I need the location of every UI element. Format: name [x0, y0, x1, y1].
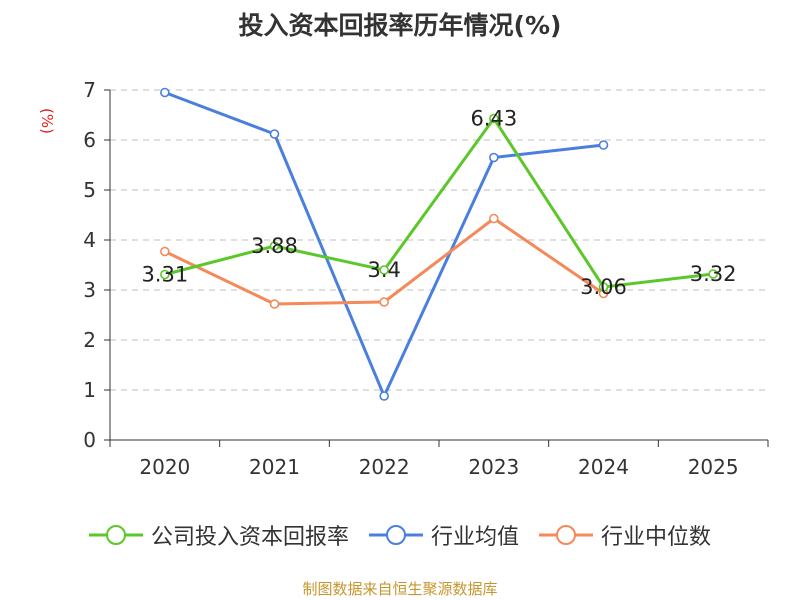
data-point	[269, 299, 280, 309]
source-note: 制图数据来自恒生聚源数据库	[302, 580, 498, 598]
data-point	[379, 265, 389, 275]
legend-item[interactable]: 行业均值	[368, 519, 519, 551]
data-point	[269, 241, 280, 251]
data-label: 3.4	[367, 258, 400, 282]
data-label: 3.31	[141, 263, 188, 287]
y-tick-label: 2	[83, 328, 96, 352]
data-label: 6.43	[470, 107, 517, 131]
x-tick-label: 2023	[468, 455, 519, 479]
chart-title: 投入资本回报率历年情况(%)	[238, 11, 562, 40]
legend-label: 行业均值	[430, 525, 519, 550]
data-point	[708, 269, 718, 279]
y-tick-label: 6	[83, 128, 96, 152]
x-tick-label: 2022	[359, 455, 410, 479]
y-tick-label: 7	[83, 78, 96, 102]
y-tick-label: 1	[83, 378, 96, 402]
data-label: 3.06	[580, 275, 627, 299]
data-point	[379, 297, 389, 307]
data-point	[489, 152, 499, 163]
y-tick-label: 0	[83, 428, 96, 452]
legend-item[interactable]: 公司投入资本回报率	[88, 519, 349, 551]
data-point	[379, 391, 389, 401]
series-line	[164, 117, 714, 289]
legend: 公司投入资本回报率 行业均值 行业中位数	[0, 519, 800, 551]
data-point	[160, 269, 170, 280]
legend-item[interactable]: 行业中位数	[539, 519, 711, 551]
x-tick-label: 2024	[578, 455, 629, 479]
y-tick-label: 5	[83, 178, 96, 202]
legend-swatch-icon	[368, 525, 423, 545]
legend-swatch-icon	[539, 525, 593, 545]
x-tick-label: 2020	[139, 455, 190, 479]
data-point	[598, 140, 609, 150]
y-tick-label: 3	[83, 278, 96, 302]
legend-label: 公司投入资本回报率	[150, 525, 349, 550]
data-label: 3.88	[251, 234, 298, 258]
legend-swatch-icon	[88, 525, 143, 545]
x-tick-label: 2025	[688, 455, 739, 479]
data-point	[160, 87, 170, 98]
x-tick-label: 2021	[249, 455, 300, 479]
data-point	[598, 282, 609, 292]
data-point	[160, 246, 170, 257]
data-point	[489, 213, 499, 224]
y-tick-label: 4	[83, 228, 96, 252]
legend-label: 行业中位数	[601, 525, 712, 550]
data-point	[269, 129, 280, 139]
data-point	[489, 113, 499, 124]
data-label: 3.32	[690, 262, 737, 286]
series-line	[164, 91, 604, 398]
